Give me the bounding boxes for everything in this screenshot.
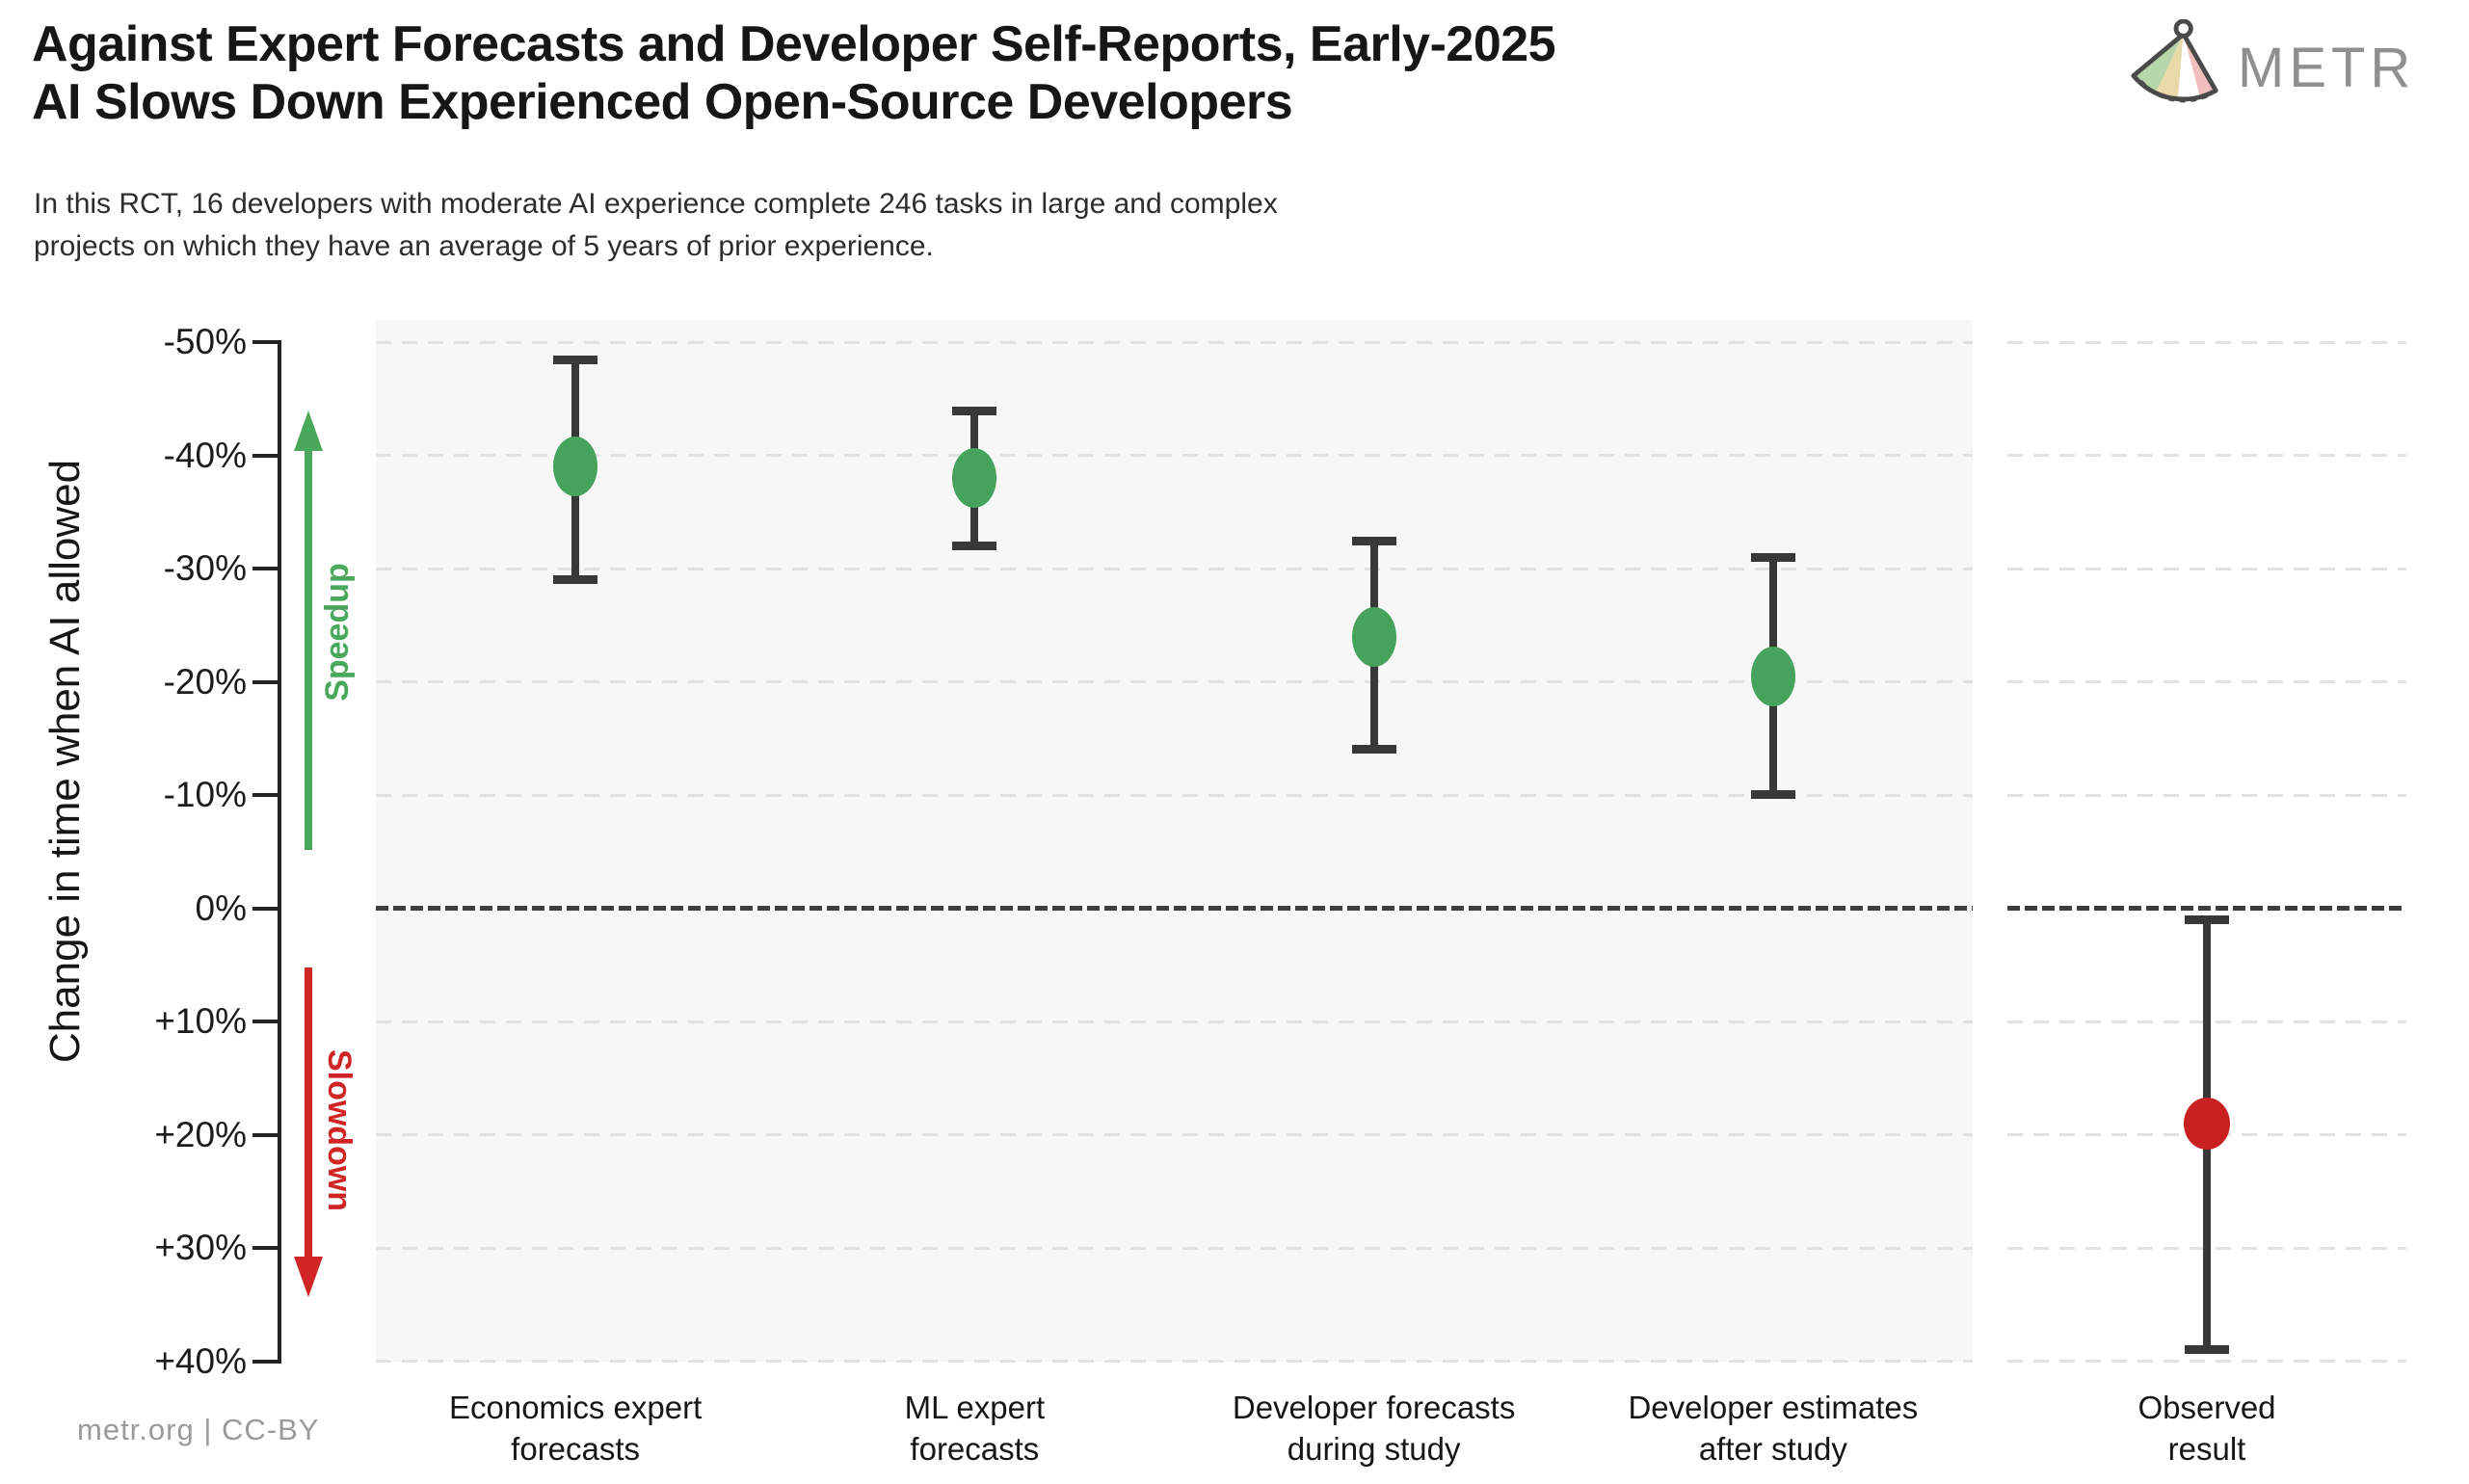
speedup-annotation: Speedup — [319, 563, 356, 702]
error-bar-cap-bottom — [553, 574, 598, 584]
y-axis-line — [278, 340, 281, 1364]
forecast-point — [952, 448, 997, 508]
y-tick-label: -20% — [163, 661, 247, 702]
grid-line — [2007, 454, 2406, 457]
grid-line — [376, 1020, 1973, 1023]
error-bar-cap-bottom — [2185, 1344, 2229, 1354]
error-bar-cap-bottom — [952, 541, 997, 550]
y-tick-label: +10% — [154, 1001, 247, 1041]
grid-line — [376, 680, 1973, 683]
category-label: Economics expert forecasts — [448, 1390, 703, 1467]
y-tick-label: +20% — [154, 1114, 247, 1154]
speedup-arrow-icon — [289, 407, 328, 862]
grid-line — [376, 793, 1973, 797]
error-bar-cap-top — [553, 355, 598, 364]
y-axis-tick — [252, 340, 278, 344]
y-axis-tick — [252, 453, 278, 458]
y-axis-tick — [252, 567, 278, 570]
grid-line — [376, 1360, 1973, 1363]
error-bar-cap-top — [1750, 553, 1795, 563]
grid-line — [2007, 1360, 2406, 1363]
metr-pendulum-icon — [2130, 18, 2222, 117]
error-bar-cap-bottom — [1750, 790, 1795, 799]
y-tick-label: +30% — [154, 1228, 247, 1267]
y-tick-label: -30% — [163, 548, 247, 588]
grid-line — [376, 340, 1973, 344]
error-bar-cap-top — [2185, 915, 2229, 925]
zero-reference-line — [376, 906, 1973, 911]
error-bar-cap-bottom — [1351, 745, 1396, 754]
y-axis-title: Change in time when AI allowed — [41, 459, 89, 1064]
y-axis-tick — [252, 793, 278, 797]
y-axis-tick — [252, 1246, 278, 1250]
category-label: ML expert forecasts — [904, 1390, 1046, 1467]
error-bar-cap-top — [952, 406, 997, 415]
grid-line — [2007, 680, 2406, 683]
metr-logo: METR — [2130, 18, 2416, 117]
y-tick-label: -40% — [163, 435, 247, 475]
metr-logo-text: METR — [2238, 37, 2416, 99]
grid-line — [376, 454, 1973, 457]
credit-line: metr.org | CC-BY — [77, 1413, 320, 1446]
y-axis-tick — [252, 1359, 278, 1364]
y-axis-tick — [252, 1132, 278, 1137]
category-label: Observed result — [2137, 1390, 2276, 1467]
main-plot-panel — [376, 320, 1973, 1362]
grid-line — [376, 567, 1973, 570]
zero-reference-line — [2007, 906, 2406, 911]
slowdown-arrow-icon — [289, 962, 328, 1306]
error-bar-cap-top — [1351, 536, 1396, 545]
grid-line — [376, 1246, 1973, 1250]
category-label: Developer forecasts during study — [1232, 1390, 1516, 1467]
observed-result-point — [2184, 1097, 2230, 1150]
grid-line — [2007, 793, 2406, 797]
y-axis-tick — [252, 1020, 278, 1023]
forecast-point — [1750, 646, 1795, 706]
chart-subtitle: In this RCT, 16 developers with moderate… — [34, 188, 1278, 263]
forecast-point — [1351, 606, 1396, 667]
y-tick-label: -50% — [163, 322, 247, 361]
y-tick-label: +40% — [154, 1340, 247, 1381]
grid-line — [2007, 340, 2406, 344]
grid-line — [2007, 567, 2406, 570]
slowdown-annotation: Slowdown — [321, 1048, 358, 1212]
y-tick-label: -10% — [163, 775, 247, 814]
category-label: Developer estimates after study — [1628, 1390, 1919, 1467]
grid-line — [376, 1133, 1973, 1136]
y-axis-tick — [252, 906, 278, 911]
y-axis-tick — [252, 679, 278, 684]
y-tick-label: 0% — [195, 888, 247, 928]
forecast-point — [553, 437, 598, 497]
page-title: Against Expert Forecasts and Developer S… — [32, 16, 1556, 131]
